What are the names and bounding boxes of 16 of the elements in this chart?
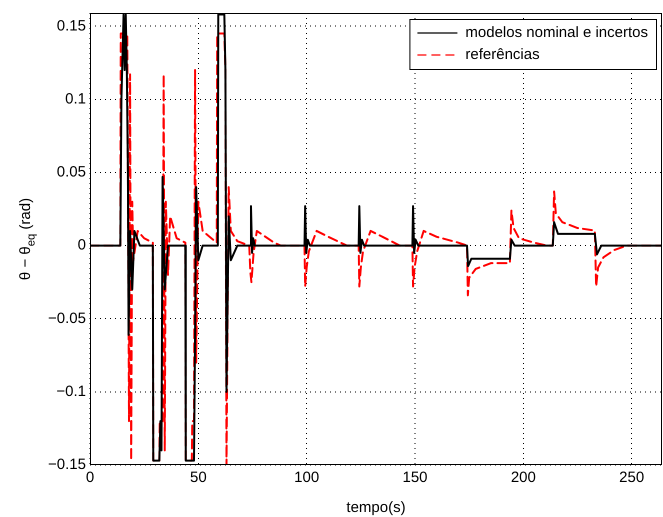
x-axis-title: tempo(s) xyxy=(346,499,406,516)
x-tick-label: 150 xyxy=(402,469,428,486)
x-tick-label: 250 xyxy=(619,469,644,486)
y-tick-label: −0.1 xyxy=(56,383,86,400)
legend-label: referências xyxy=(465,46,540,64)
y-tick-label: 0 xyxy=(78,236,86,254)
y-axis-title: θ − θeq (rad) xyxy=(17,198,38,280)
y-tick-label: −0.05 xyxy=(48,310,86,327)
y-tick-label: 0.1 xyxy=(65,90,86,108)
y-tick-label: −0.15 xyxy=(48,456,86,474)
y-tick-label: 0.05 xyxy=(56,164,86,181)
legend-label: modelos nominal e incertos xyxy=(465,24,648,42)
x-tick-label: 50 xyxy=(190,469,207,486)
x-tick-label: 200 xyxy=(510,469,536,486)
x-tick-label: 100 xyxy=(294,469,320,486)
y-tick-label: 0.15 xyxy=(56,17,86,34)
